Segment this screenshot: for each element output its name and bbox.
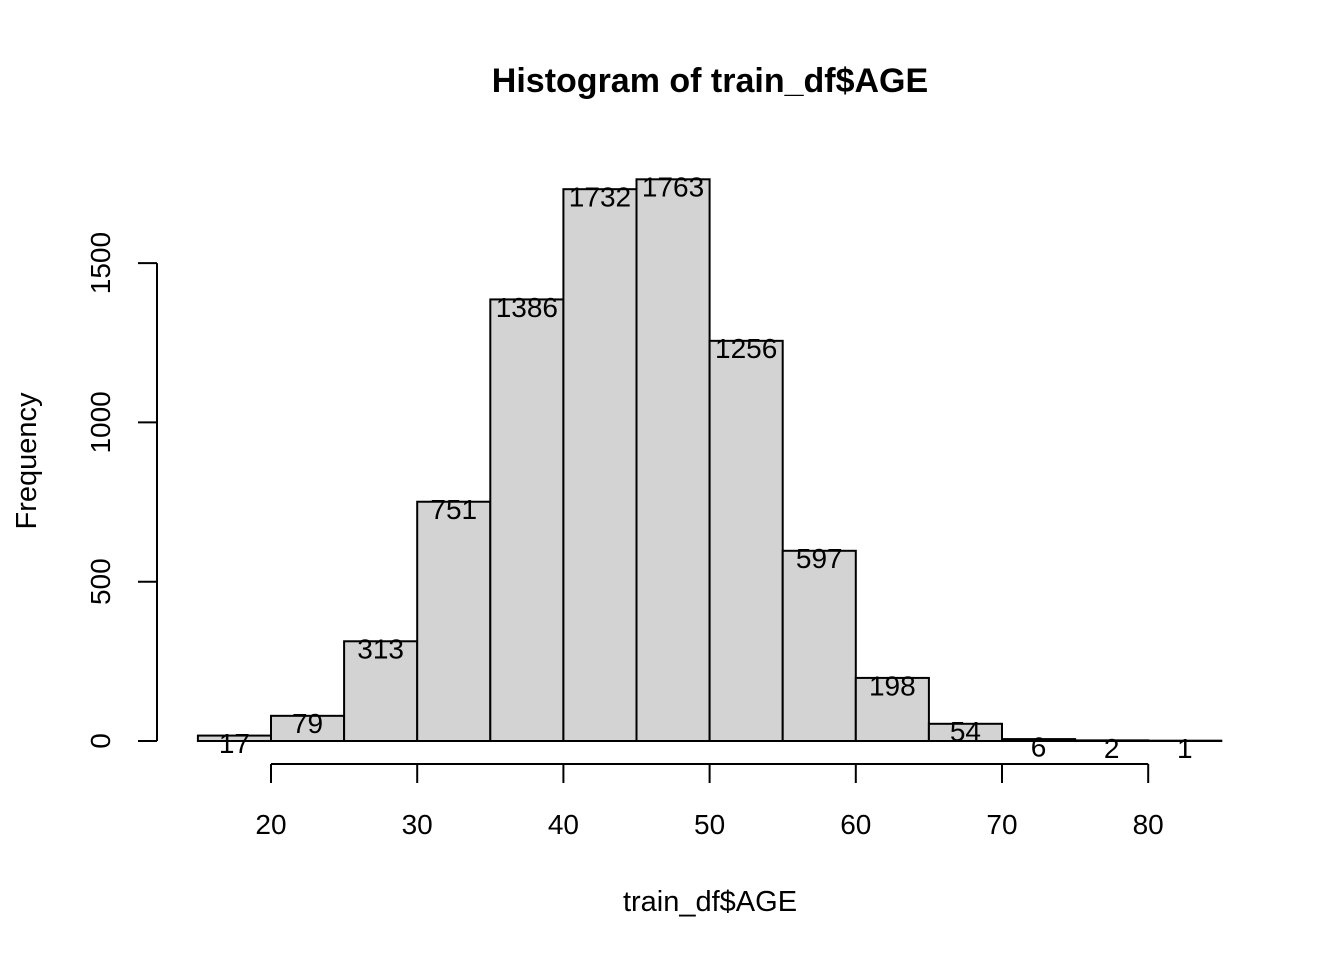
histogram-bar	[562, 188, 638, 742]
bar-count-label: 1256	[715, 333, 777, 364]
y-tick-label: 0	[85, 733, 116, 749]
chart-title: Histogram of train_df$AGE	[492, 62, 928, 100]
x-tick-label: 50	[694, 809, 725, 840]
y-tick-label: 1000	[85, 391, 116, 453]
bar-count-label: 751	[430, 494, 477, 525]
bar-count-label: 17	[219, 728, 250, 759]
histogram-bar	[708, 339, 784, 742]
x-tick-label: 60	[840, 809, 871, 840]
bar-count-label: 79	[292, 708, 323, 739]
histogram-bar	[781, 549, 857, 742]
histogram-bar	[635, 178, 711, 742]
bar-count-label: 198	[869, 670, 916, 701]
histogram-bar	[854, 676, 930, 742]
y-tick-label: 1500	[85, 232, 116, 294]
bar-count-label: 6	[1031, 731, 1047, 762]
bar-count-label: 54	[950, 716, 981, 747]
bar-count-label: 1732	[569, 182, 631, 213]
bar-count-label: 1763	[642, 172, 704, 203]
bar-count-label: 1386	[496, 292, 558, 323]
x-tick-label: 30	[402, 809, 433, 840]
x-tick-label: 40	[548, 809, 579, 840]
bar-labels-group: 17 79 313 751 1386 1732 1763 1256 597 198 54 6 2 1	[219, 172, 1193, 764]
x-tick-label: 70	[986, 809, 1017, 840]
histogram-bar	[489, 298, 565, 742]
bars-group	[196, 178, 1223, 743]
x-tick-label: 80	[1133, 809, 1164, 840]
x-tick-label: 20	[255, 809, 286, 840]
bar-count-label: 313	[357, 634, 404, 665]
bar-count-label: 597	[796, 543, 843, 574]
y-tick-label: 500	[85, 558, 116, 605]
bar-count-label: 2	[1104, 733, 1120, 764]
y-axis: 0 500 1000 1500	[85, 232, 158, 749]
histogram-bar	[416, 500, 492, 743]
x-axis: 20 30 40 50 60 70 80	[197, 740, 1222, 840]
y-axis-label: Frequency	[11, 392, 43, 530]
x-axis-label: train_df$AGE	[623, 886, 797, 918]
bar-count-label: 1	[1177, 733, 1193, 764]
